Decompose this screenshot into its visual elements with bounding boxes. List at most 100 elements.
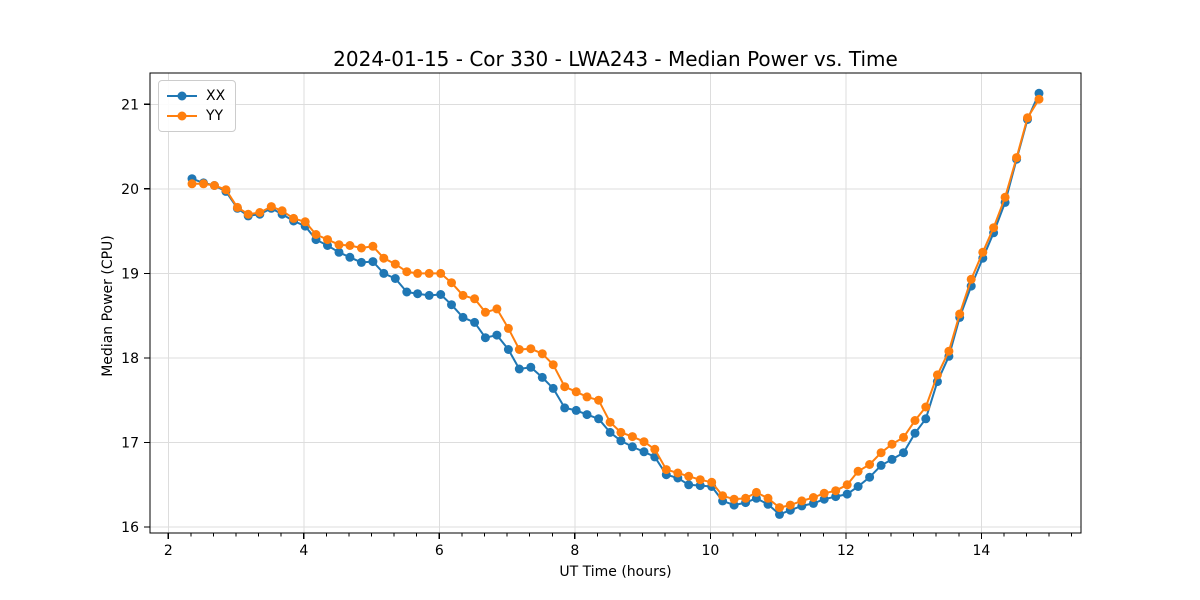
data-point-YY [390,259,400,269]
data-point-XX [639,447,649,457]
legend-label: XX [206,88,226,104]
data-point-YY [537,349,547,359]
data-point-YY [514,345,524,354]
data-point-YY [503,323,513,333]
series-line-XX [191,92,1040,516]
data-point-YY [785,500,795,510]
data-point-XX [480,333,490,343]
data-point-YY [492,304,502,314]
data-point-YY [910,416,920,425]
data-point-XX [899,448,908,458]
data-point-YY [853,466,863,476]
data-point-YY [356,243,366,253]
data-point-XX [853,482,863,491]
data-point-YY [718,491,728,501]
data-point-XX [571,405,581,415]
data-point-YY [1012,153,1022,163]
data-point-YY [707,477,717,487]
data-point-XX [345,252,355,262]
x-tick-label: 4 [299,543,308,559]
data-point-XX [436,290,446,299]
data-point-XX [356,257,366,267]
y-tick-label: 17 [121,436,139,452]
data-point-XX [514,364,524,374]
data-point-YY [831,486,841,496]
y-tick-label: 19 [121,266,139,282]
data-point-YY [458,290,468,300]
data-point-YY [842,480,852,490]
data-point-YY [978,247,988,257]
data-point-XX [910,428,920,438]
data-point-XX [560,403,570,413]
data-point-YY [582,392,592,402]
data-point-XX [594,414,604,424]
y-tick-label: 16 [121,520,139,536]
data-point-YY [989,223,999,233]
data-point-YY [594,395,604,405]
data-point-YY [899,432,908,442]
data-point-YY [751,487,761,497]
data-point-YY [741,493,751,503]
x-tick-label: 8 [570,543,579,559]
legend-swatch-icon [167,86,197,106]
data-point-XX [470,317,480,327]
data-point-YY [819,488,829,498]
data-point-YY [661,465,671,475]
data-point-YY [639,437,649,447]
data-point-XX [390,274,400,283]
data-point-YY [876,448,886,458]
data-point-XX [492,330,502,340]
data-point-YY [775,503,784,513]
data-point-YY [944,346,954,356]
data-point-YY [243,209,253,219]
data-point-YY [955,309,965,319]
x-tick-label: 12 [837,543,855,559]
data-point-XX [368,257,378,267]
plot-border [149,72,1082,534]
y-tick-label: 20 [121,182,139,198]
data-point-YY [1000,192,1010,202]
data-point-XX [379,268,389,278]
series-line-YY [191,98,1040,509]
data-point-YY [379,253,389,263]
data-point-YY [345,241,355,250]
data-point-YY [526,344,536,354]
legend-entry-XX: XX [167,86,225,106]
data-point-XX [447,300,456,310]
data-point-YY [1034,94,1044,104]
data-point-YY [616,427,626,437]
data-point-YY [1023,113,1032,123]
y-tick-label: 21 [121,97,139,113]
data-point-YY [627,432,637,442]
data-point-YY [232,202,242,212]
data-point-YY [289,213,299,223]
data-point-XX [334,247,344,257]
data-point-YY [650,444,660,454]
y-axis-label: Median Power (CPU) [100,235,116,377]
x-axis-label: UT Time (hours) [559,564,672,580]
data-point-YY [402,267,412,277]
data-point-YY [277,206,287,216]
data-point-XX [616,436,626,446]
data-point-XX [775,509,784,519]
data-point-XX [526,362,536,372]
x-tick-label: 2 [164,543,173,559]
data-point-XX [887,454,897,464]
data-point-YY [480,307,490,317]
data-point-YY [334,240,344,250]
data-point-YY [695,475,705,485]
data-point-XX [582,410,592,420]
y-tick-label: 18 [121,351,139,367]
data-point-YY [209,181,219,190]
x-tick-label: 6 [435,543,444,559]
data-point-YY [684,471,694,481]
data-point-XX [548,383,558,393]
data-point-YY [424,268,434,278]
data-point-YY [300,217,310,227]
data-point-XX [842,489,852,499]
data-point-XX [921,414,931,424]
data-point-XX [537,372,547,382]
data-point-YY [255,208,265,217]
legend: XX YY [158,80,237,132]
